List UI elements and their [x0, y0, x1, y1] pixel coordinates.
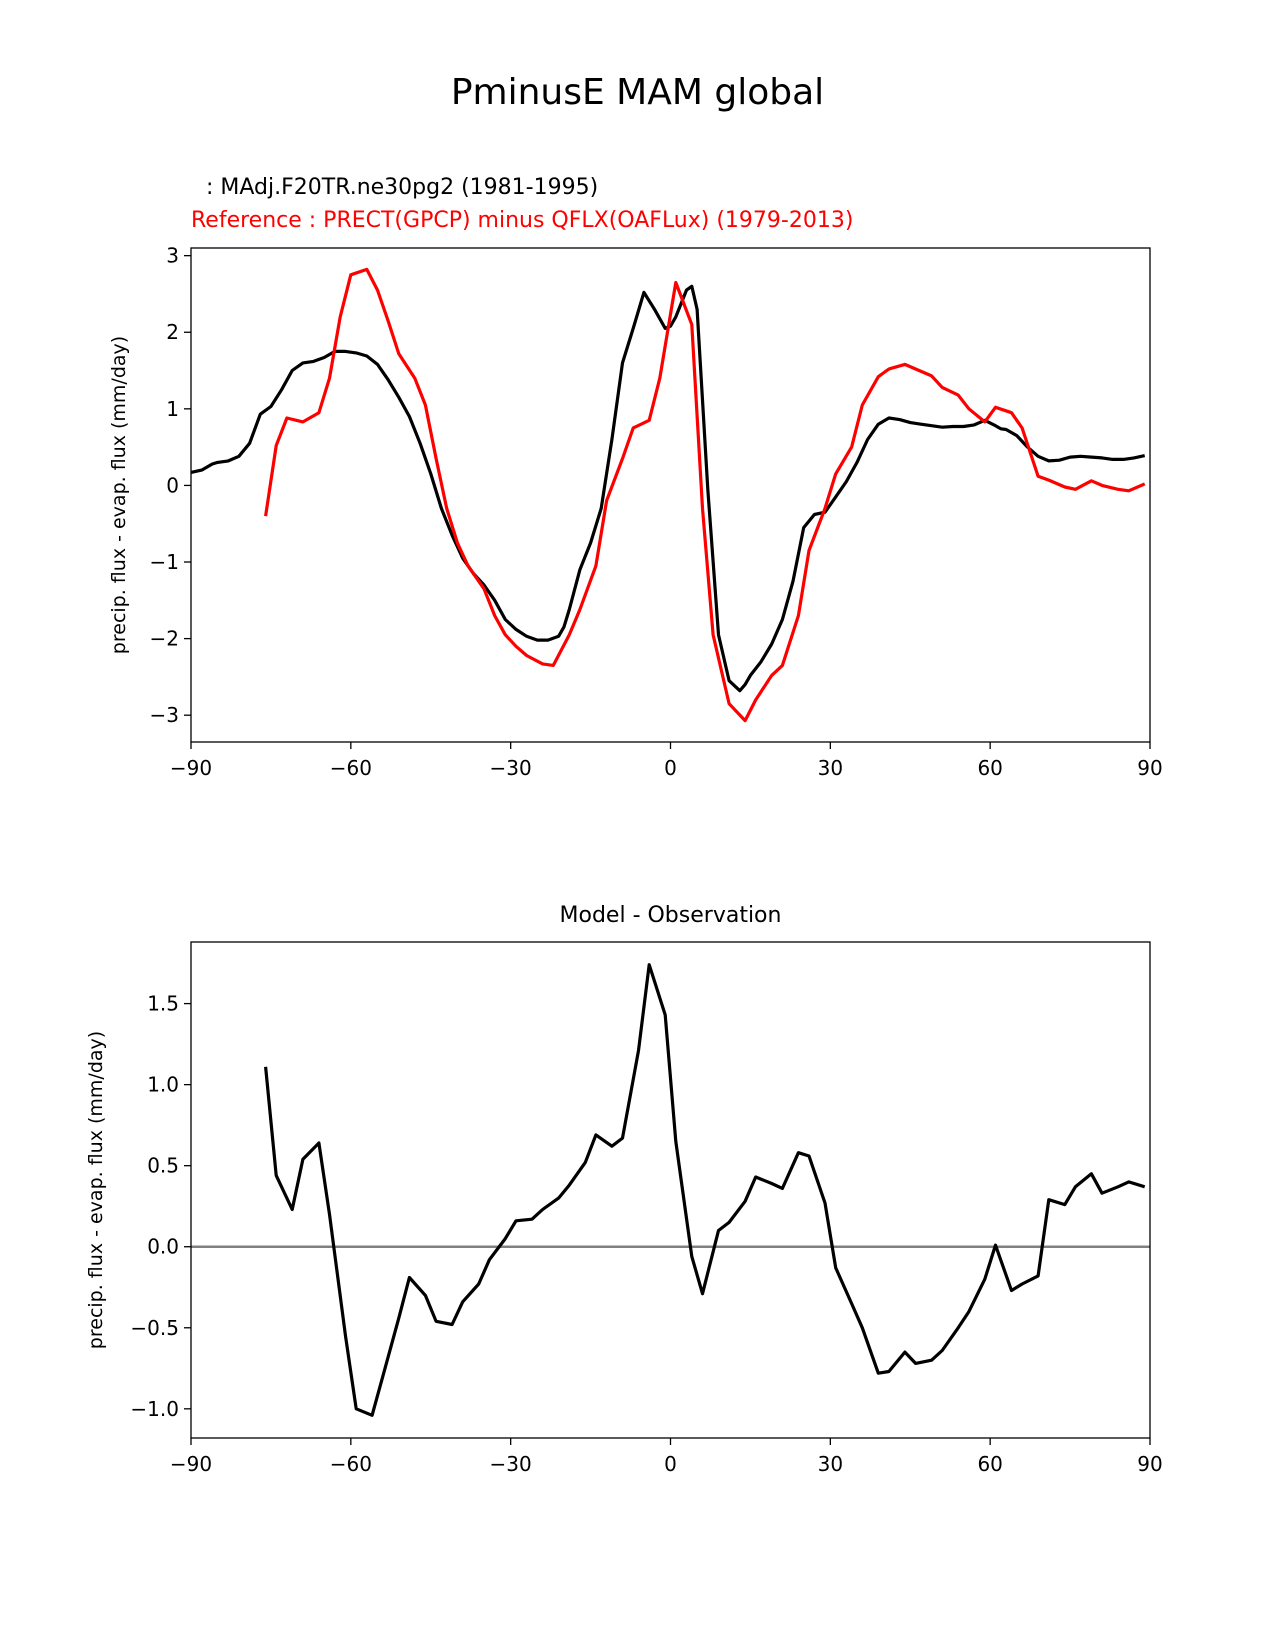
y-tick-label: 0.5 — [147, 1154, 179, 1178]
x-tick-label: 0 — [664, 1452, 677, 1476]
series-line-2-1 — [264, 963, 1146, 1417]
x-tick-label: −90 — [170, 756, 212, 780]
y-axis-label: precip. flux - evap. flux (mm/day) — [108, 336, 130, 654]
x-tick-label: 30 — [818, 756, 843, 780]
model-legend-label: : MAdj.F20TR.ne30pg2 (1981-1995) — [206, 175, 599, 200]
y-tick-label: 1.5 — [147, 992, 179, 1016]
y-tick-label: −2 — [150, 627, 179, 651]
x-tick-label: −90 — [170, 1452, 212, 1476]
x-tick-label: −30 — [490, 1452, 532, 1476]
reference-legend-label: Reference : PRECT(GPCP) minus QFLX(OAFLu… — [191, 208, 854, 233]
x-tick-label: 30 — [818, 1452, 843, 1476]
axes-frame — [190, 941, 1151, 1439]
x-tick-label: 60 — [977, 756, 1002, 780]
y-tick-label: 0.0 — [147, 1235, 179, 1259]
y-tick-label: 1 — [166, 397, 179, 421]
x-tick-label: 90 — [1137, 756, 1162, 780]
y-tick-label: 3 — [166, 244, 179, 268]
panel-title: Model - Observation — [560, 903, 782, 928]
x-tick-label: 90 — [1137, 1452, 1162, 1476]
y-tick-label: −1.0 — [130, 1397, 179, 1421]
difference-panel: −90 −60 −30 0 30 60 90 −1.0 −0.5 0.0 0.5 1.0 1.5 prec… — [85, 903, 1163, 1476]
x-tick-label: −60 — [330, 1452, 372, 1476]
y-tick-label: 2 — [166, 320, 179, 344]
y-tick-label: −1 — [150, 550, 179, 574]
x-tick-label: −30 — [490, 756, 532, 780]
y-tick-label: −0.5 — [130, 1316, 179, 1340]
y-tick-label: −3 — [150, 703, 179, 727]
series-line-1-2 — [264, 267, 1146, 723]
top-panel: −90 −60 −30 0 30 60 90 −3 −2 −1 0 1 2 3 precip. flux -… — [108, 244, 1163, 780]
y-axis-label: precip. flux - evap. flux (mm/day) — [85, 1031, 107, 1349]
y-tick-label: 0 — [166, 473, 179, 497]
x-tick-label: −60 — [330, 756, 372, 780]
figure-title: PminusE MAM global — [450, 72, 825, 113]
x-tick-label: 0 — [664, 756, 677, 780]
y-tick-label: 1.0 — [147, 1073, 179, 1097]
x-tick-label: 60 — [977, 1452, 1002, 1476]
